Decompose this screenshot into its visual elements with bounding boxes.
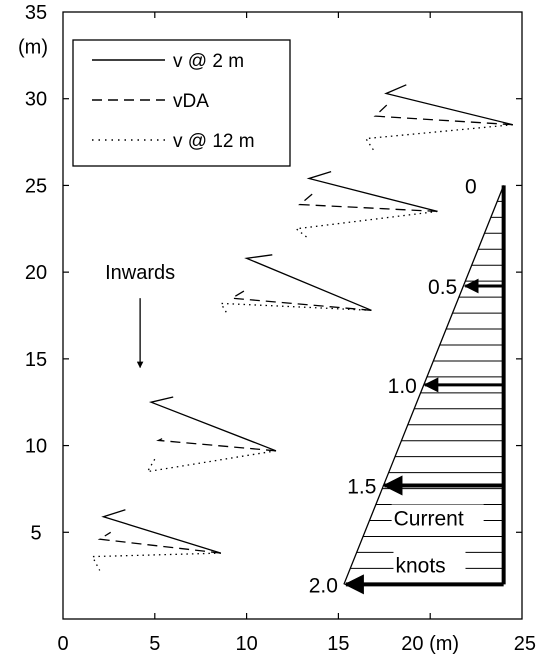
- y-tick-label: 20: [25, 262, 47, 284]
- current-profile: Current knots 0 0.5 1.0 1.5 2.0: [309, 175, 506, 597]
- y-tick-label: 25: [25, 175, 47, 197]
- y-tick-label: 35: [25, 2, 47, 24]
- velocity-series: [91, 84, 513, 571]
- profile-caption-knots: knots: [395, 554, 445, 577]
- profile-arrow-label: 0.5: [428, 276, 457, 299]
- y-tick-label: 30: [25, 89, 47, 111]
- legend: v @ 2 m vDA v @ 12 m: [72, 39, 291, 167]
- series-dashed-vector: [97, 531, 221, 554]
- legend-label-solid: v @ 2 m: [173, 51, 244, 72]
- x-tick-label: 20 (m): [401, 633, 459, 655]
- series-dashed-vector: [229, 288, 372, 311]
- series-dotted-vector: [364, 124, 513, 153]
- profile-caption-current: Current: [394, 508, 464, 531]
- series-dotted-vector: [294, 210, 438, 239]
- profile-arrow-label: 1.5: [347, 475, 376, 498]
- profile-arrow-label: 1.0: [388, 375, 417, 398]
- axis-ticks: 0 5 10 15 20 (m) 25 5 10 15 20 25 30 35 (m): [18, 2, 536, 655]
- profile-arrow-label: 0: [465, 175, 477, 198]
- x-tick-label: 5: [149, 633, 160, 655]
- legend-box: [72, 39, 291, 167]
- y-unit-label: (m): [18, 37, 48, 59]
- profile-arrow-label: 2.0: [309, 574, 338, 597]
- series-solid-vector: [244, 254, 372, 311]
- y-tick-label: 10: [25, 436, 47, 458]
- plot-frame: [62, 11, 523, 620]
- series-dashed-vector: [156, 436, 277, 452]
- caption-bg: [393, 551, 466, 578]
- series-dashed-vector: [298, 190, 438, 213]
- series-dotted-vector: [91, 552, 221, 571]
- inwards-label: Inwards: [105, 262, 175, 284]
- series-solid-vector: [384, 84, 513, 126]
- x-tick-label: 15: [327, 633, 349, 655]
- y-tick-label: 5: [30, 522, 41, 544]
- x-tick-label: 0: [57, 633, 68, 655]
- x-tick-label: 10: [235, 633, 257, 655]
- caption-bg: [391, 504, 484, 531]
- inwards-annotation: Inwards: [105, 262, 175, 369]
- legend-label-dotted: v @ 12 m: [173, 131, 255, 152]
- series-solid-vector: [306, 170, 438, 213]
- series-dotted-vector: [219, 302, 372, 316]
- legend-label-dashed: vDA: [173, 91, 209, 112]
- series-solid-vector: [101, 509, 222, 554]
- series-solid-vector: [148, 396, 277, 452]
- series-dashed-vector: [373, 101, 513, 126]
- x-tick-label: 25: [514, 633, 536, 655]
- series-dotted-vector: [146, 450, 277, 473]
- y-tick-label: 15: [25, 349, 47, 371]
